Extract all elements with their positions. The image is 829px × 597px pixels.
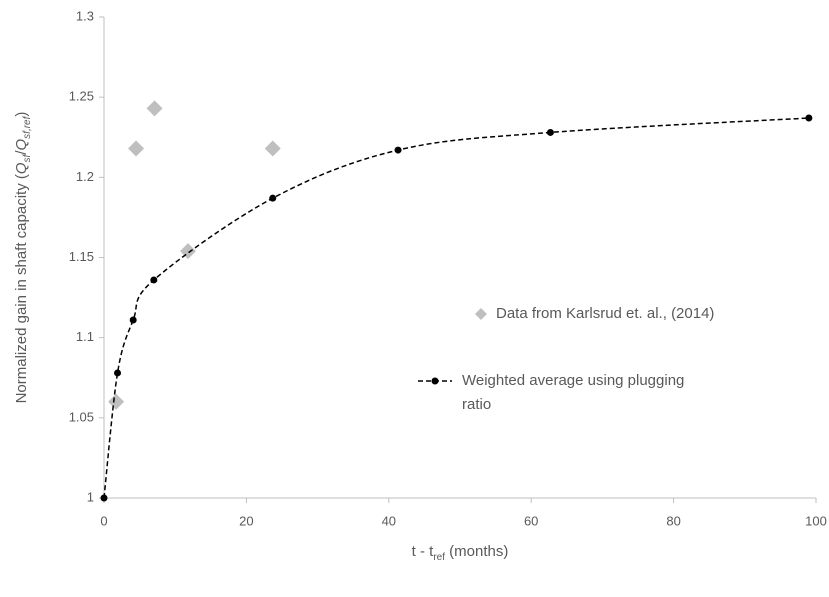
x-tick-label: 40 bbox=[382, 513, 396, 528]
x-tick-label: 20 bbox=[239, 513, 253, 528]
data-point bbox=[264, 140, 281, 157]
y-tick-label: 1.2 bbox=[76, 169, 94, 184]
data-point bbox=[269, 194, 277, 202]
y-tick-label: 1.15 bbox=[69, 249, 94, 264]
y-label-part: / bbox=[13, 150, 30, 155]
y-tick-label: 1 bbox=[87, 489, 94, 504]
data-point bbox=[100, 494, 108, 502]
data-point bbox=[394, 146, 402, 154]
y-label-part: sf bbox=[22, 153, 33, 162]
y-label-part: Normalized gain in shaft capacity ( bbox=[13, 174, 30, 403]
x-tick-label: 60 bbox=[524, 513, 538, 528]
y-tick-label: 1.25 bbox=[69, 89, 94, 104]
data-point bbox=[128, 140, 145, 157]
y-tick-label: 1.05 bbox=[69, 409, 94, 424]
data-point bbox=[150, 276, 158, 284]
legend-marker bbox=[475, 308, 487, 320]
data-point bbox=[114, 369, 122, 377]
legend-marker bbox=[431, 377, 439, 385]
y-label-part: ) bbox=[13, 112, 30, 117]
data-point bbox=[546, 128, 554, 136]
x-label-part: ref bbox=[433, 552, 445, 563]
y-label-part: Q bbox=[13, 162, 30, 174]
x-label-part: (months) bbox=[445, 543, 508, 560]
data-point bbox=[146, 100, 163, 117]
x-tick-label: 100 bbox=[805, 513, 827, 528]
y-label-part: sf,ref bbox=[22, 115, 33, 138]
x-tick-label: 0 bbox=[100, 513, 107, 528]
legend-label: Weighted average using plugging ratio bbox=[462, 372, 685, 413]
x-tick-label: 80 bbox=[666, 513, 680, 528]
y-axis-label: Normalized gain in shaft capacity (Qsf/Q… bbox=[13, 112, 33, 404]
data-point bbox=[129, 316, 137, 324]
data-point bbox=[805, 114, 813, 122]
x-axis-label: t - tref (months) bbox=[412, 543, 509, 563]
y-tick-label: 1.3 bbox=[76, 8, 94, 23]
x-label-part: t - t bbox=[412, 543, 434, 560]
y-tick-label: 1.1 bbox=[76, 329, 94, 344]
legend-label: Data from Karlsrud et. al., (2014) bbox=[496, 305, 715, 322]
y-label-part: Q bbox=[13, 139, 30, 151]
data-point bbox=[108, 393, 125, 410]
